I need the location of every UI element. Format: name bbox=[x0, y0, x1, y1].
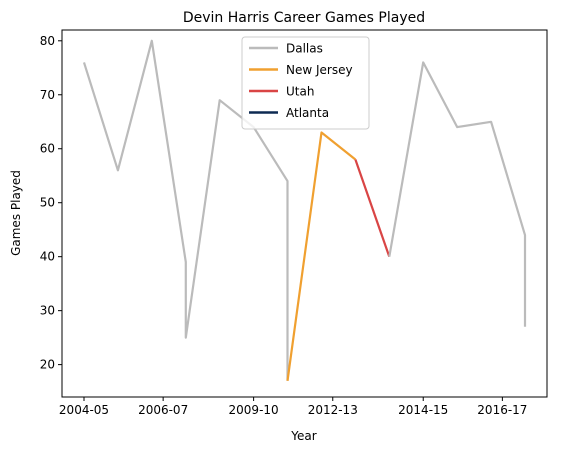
series-line-0 bbox=[82, 39, 289, 381]
y-tick-label: 60 bbox=[40, 142, 55, 156]
plot-lines bbox=[82, 39, 527, 381]
legend-label: New Jersey bbox=[286, 63, 353, 77]
legend-label: Utah bbox=[286, 85, 314, 99]
y-tick-label: 50 bbox=[40, 196, 55, 210]
plot-frame bbox=[61, 29, 548, 398]
series-line-2 bbox=[354, 159, 391, 258]
series-line-1 bbox=[286, 131, 357, 381]
y-tick-label: 30 bbox=[40, 304, 55, 318]
series-line-4 bbox=[388, 61, 527, 327]
x-axis-label: Year bbox=[290, 429, 316, 443]
y-axis: 20 30 40 50 60 70 80 bbox=[40, 34, 62, 372]
x-tick-label: 2016-17 bbox=[477, 403, 527, 417]
legend-label: Atlanta bbox=[286, 106, 329, 120]
legend-label: Dallas bbox=[286, 42, 323, 56]
x-tick-label: 2012-13 bbox=[308, 403, 358, 417]
x-tick-label: 2014-15 bbox=[398, 403, 448, 417]
x-tick-label: 2006-07 bbox=[138, 403, 188, 417]
x-tick-label: 2004-05 bbox=[59, 403, 109, 417]
legend: Dallas New Jersey Utah Atlanta bbox=[241, 36, 370, 130]
chart-title: Devin Harris Career Games Played bbox=[183, 10, 425, 26]
x-tick-label: 2009-10 bbox=[229, 403, 279, 417]
y-tick-label: 40 bbox=[40, 250, 55, 264]
x-axis: 2004-05 2006-07 2009-10 2012-13 2014-15 2016-… bbox=[59, 397, 527, 417]
y-tick-label: 80 bbox=[40, 34, 55, 48]
legend-box bbox=[241, 36, 370, 130]
y-axis-label: Games Played bbox=[9, 170, 23, 256]
y-tick-label: 20 bbox=[40, 358, 55, 372]
y-tick-label: 70 bbox=[40, 88, 55, 102]
